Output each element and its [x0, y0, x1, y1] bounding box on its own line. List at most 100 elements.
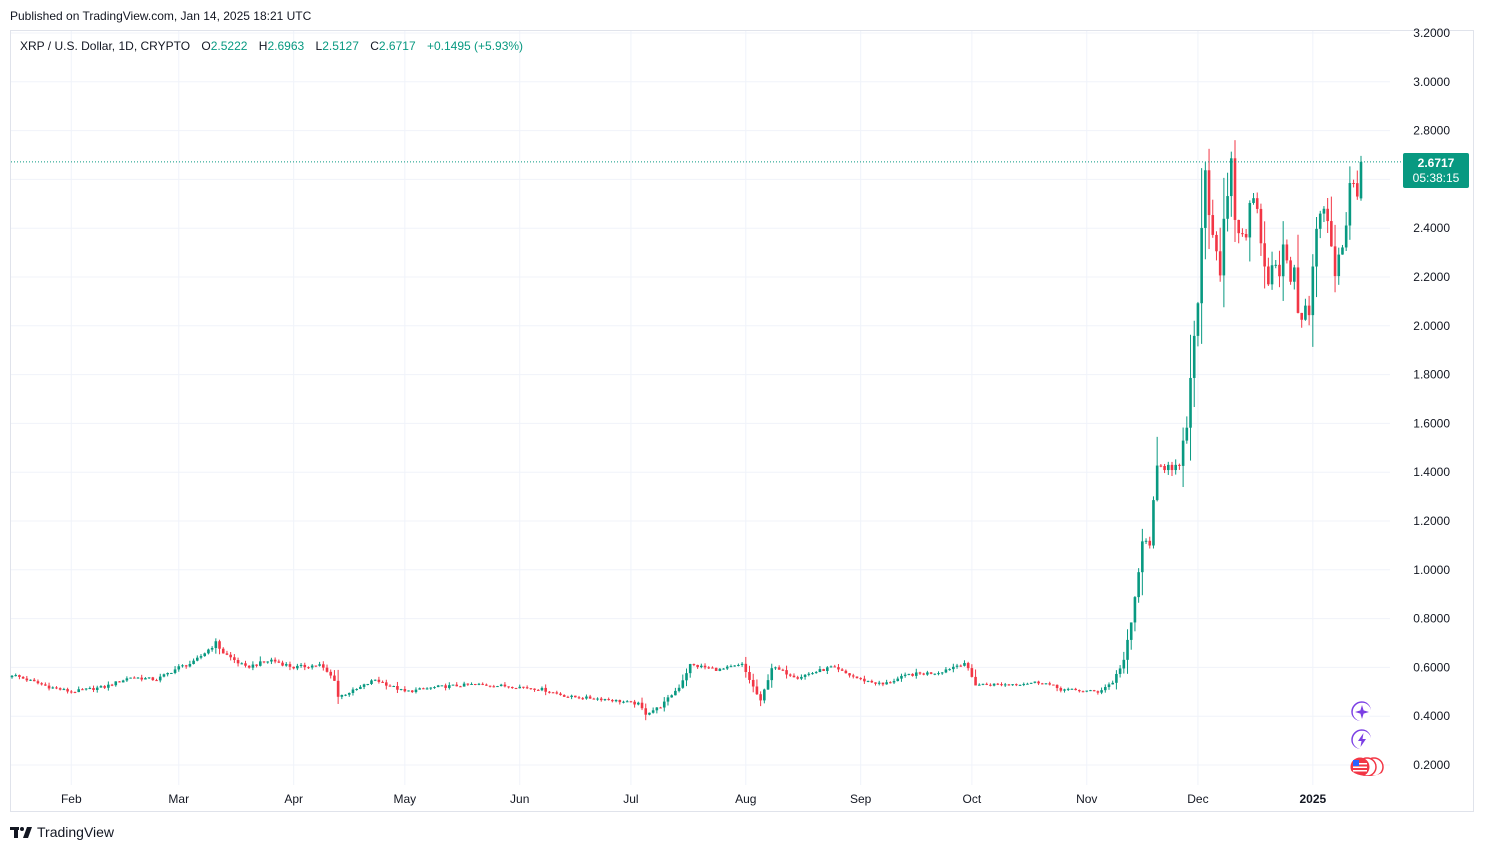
candle — [40, 682, 43, 686]
symbol-label[interactable]: XRP / U.S. Dollar, 1D, CRYPTO — [20, 39, 191, 53]
candle-body — [529, 688, 533, 690]
candle-body — [733, 665, 736, 667]
candle — [926, 670, 929, 676]
candle — [1300, 312, 1304, 328]
time-tick-label: Nov — [1076, 792, 1097, 806]
candle — [603, 698, 607, 702]
candle-body — [807, 673, 811, 675]
candle-body — [429, 687, 433, 689]
candle — [900, 673, 903, 682]
candle — [570, 694, 573, 700]
candle — [251, 661, 255, 671]
tradingview-logo[interactable]: TradingView — [10, 824, 114, 840]
candle-body — [566, 696, 570, 698]
candle — [499, 683, 503, 687]
candle — [273, 657, 277, 664]
candle-body — [196, 657, 199, 661]
candle-body — [1055, 684, 1059, 689]
candle — [1074, 687, 1077, 691]
candle-body — [240, 663, 244, 665]
us-economic-events-icon[interactable] — [1349, 756, 1387, 776]
candle — [1244, 228, 1248, 241]
candle-body — [136, 677, 140, 679]
candle — [803, 673, 807, 680]
candle — [644, 703, 648, 721]
lightning-icon[interactable] — [1351, 729, 1371, 749]
candle-body — [307, 667, 310, 669]
candle-body — [503, 684, 507, 687]
candle — [892, 678, 896, 685]
candle-body — [333, 675, 336, 681]
candle-body — [651, 710, 655, 713]
candle-body — [662, 701, 666, 708]
candle-body — [1248, 202, 1252, 238]
candle-body — [1289, 260, 1292, 282]
candle-body — [373, 679, 377, 681]
candle — [577, 695, 581, 700]
candle-body — [1215, 234, 1218, 252]
candle-body — [666, 697, 670, 702]
grid — [11, 31, 1390, 785]
candle-body — [1100, 690, 1103, 693]
candle — [244, 660, 247, 668]
candle — [255, 664, 258, 668]
chart-frame — [10, 30, 1474, 812]
candle — [1152, 496, 1155, 549]
candle — [266, 661, 270, 664]
candle-body — [826, 667, 829, 671]
candle — [959, 664, 963, 667]
candle-body — [748, 672, 751, 680]
candle — [555, 690, 559, 695]
candle — [822, 668, 825, 672]
candle-body — [1037, 681, 1040, 684]
brand-name: TradingView — [37, 824, 115, 840]
candle-body — [1003, 684, 1007, 686]
candle-body — [236, 660, 240, 664]
candle — [1237, 219, 1241, 244]
candle-body — [1222, 218, 1226, 276]
candle — [889, 681, 892, 684]
candle — [614, 699, 618, 703]
candle-body — [703, 665, 707, 668]
candle-body — [1311, 266, 1315, 316]
candle — [544, 684, 547, 696]
candle — [792, 673, 796, 678]
candle — [1003, 682, 1007, 687]
candle — [662, 697, 666, 712]
candle — [1122, 651, 1126, 674]
candle — [1018, 684, 1022, 686]
candle-body — [262, 661, 266, 663]
candle-body — [1241, 233, 1244, 235]
price-tick-label: 1.6000 — [1413, 416, 1450, 430]
candle-body — [273, 659, 277, 662]
candle-body — [95, 687, 99, 690]
candle — [1241, 228, 1244, 237]
candle — [1037, 680, 1040, 686]
candle — [870, 679, 874, 683]
candle — [1322, 206, 1326, 223]
candle-body — [1267, 266, 1270, 285]
candle — [225, 650, 229, 656]
candle — [47, 682, 51, 691]
candle — [436, 684, 440, 688]
candle — [1333, 224, 1337, 293]
candle-body — [677, 687, 681, 691]
candle — [177, 664, 181, 672]
candle — [355, 688, 358, 691]
candle-body — [929, 672, 933, 674]
candle — [1222, 177, 1226, 308]
candle — [410, 690, 414, 693]
candle-body — [392, 686, 396, 688]
candle — [214, 638, 218, 654]
candle — [392, 685, 396, 688]
candle — [307, 666, 310, 669]
last-price-tag: 2.6717 05:38:15 — [1403, 153, 1469, 188]
candle — [284, 662, 288, 667]
low-value: 2.5127 — [322, 39, 359, 53]
candle — [622, 700, 625, 704]
candle — [10, 675, 14, 679]
sparkle-icon[interactable] — [1351, 701, 1371, 721]
high-label: H — [258, 39, 268, 53]
candle — [1315, 217, 1318, 298]
